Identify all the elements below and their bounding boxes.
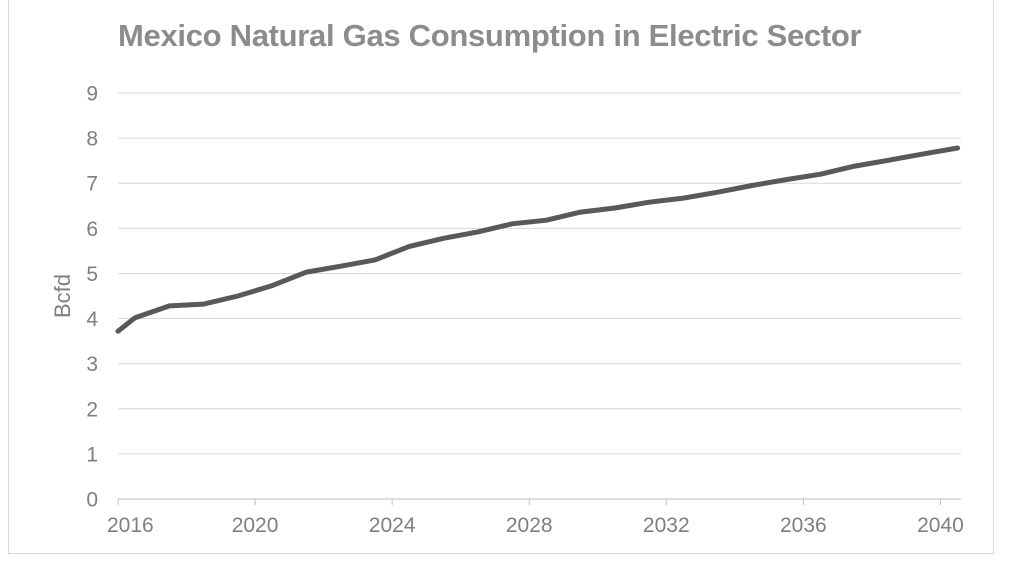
y-tick-label: 9 (86, 83, 98, 106)
y-tick-label: 8 (86, 128, 98, 151)
y-tick-label: 1 (86, 443, 98, 466)
series-layer (115, 145, 961, 334)
x-axis: 2016 2020 2024 2028 2032 2036 2040 (107, 498, 964, 537)
x-tick-label: 2032 (643, 514, 690, 537)
y-tick-label: 2 (86, 398, 98, 421)
x-tick-label: 2040 (917, 514, 964, 537)
y-tick-label: 6 (86, 218, 98, 241)
y-axis-label: Bcfd (50, 274, 75, 318)
x-tick-label: 2036 (780, 514, 827, 537)
x-tick-label: 2028 (506, 514, 553, 537)
chart-title: Mexico Natural Gas Consumption in Electr… (118, 18, 862, 53)
grid-lines (118, 92, 961, 455)
y-tick-label: 3 (86, 353, 98, 376)
x-tick-label: 2020 (232, 514, 279, 537)
series-line (115, 145, 961, 334)
y-tick-label: 5 (86, 263, 98, 286)
y-tick-label: 7 (86, 173, 98, 196)
y-tick-label: 0 (86, 489, 98, 512)
chart-frame (8, 0, 994, 554)
y-axis-ticks: 0 1 2 3 4 5 6 7 8 9 (86, 83, 98, 512)
y-tick-label: 4 (86, 308, 98, 331)
x-tick-label: 2016 (107, 514, 154, 537)
x-tick-label: 2024 (369, 514, 416, 537)
